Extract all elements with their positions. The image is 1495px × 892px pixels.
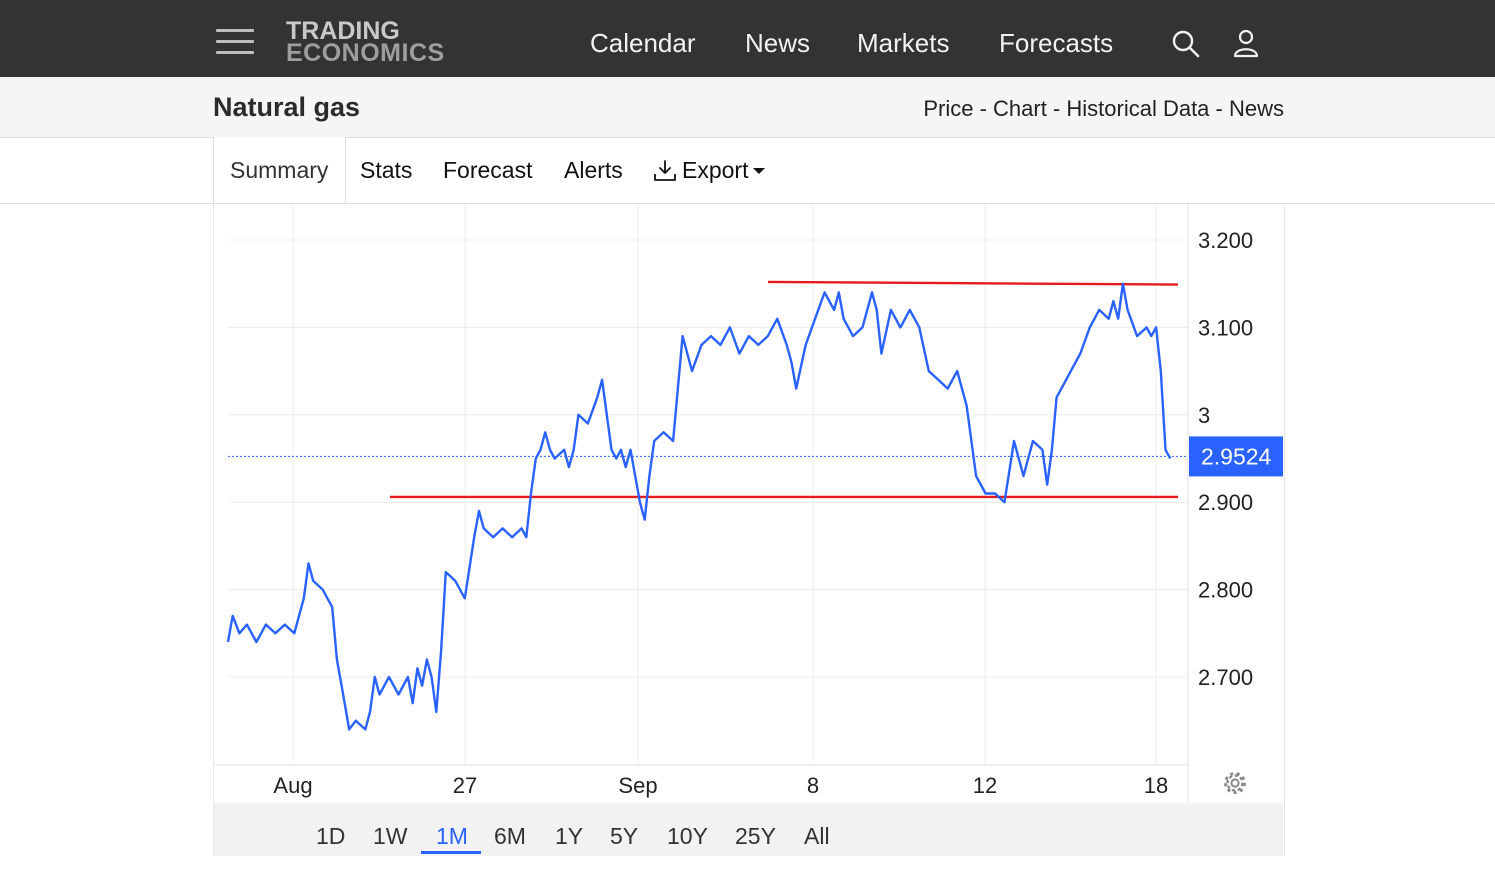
chart-grid [213,203,1189,803]
export-label: Export [682,157,749,183]
time-range-bar: 1D 1W 1M 6M 1Y 5Y 10Y 25Y All [214,803,1283,856]
link-historical-data[interactable]: Historical Data [1066,96,1210,121]
range-1y[interactable]: 1Y [555,823,584,849]
tab-forecast[interactable]: Forecast [443,157,533,183]
chart-container [213,203,1285,856]
range-6m[interactable]: 6M [494,823,526,849]
logo-line1: TRADING [286,17,400,45]
tab-stats[interactable]: Stats [360,157,413,183]
caret-down-icon [753,167,766,174]
tab-summary[interactable]: Summary [230,157,329,183]
active-range-indicator [421,851,481,854]
last-price-label-bg [1189,436,1283,477]
search-icon[interactable] [1170,28,1202,65]
trend-line-resistance [767,280,1179,286]
x-tick-label: 27 [453,773,477,798]
link-separator: - [1046,96,1067,121]
gear-icon[interactable] [1224,772,1246,794]
last-price-value: 2.9524 [1201,443,1272,469]
link-chart[interactable]: Chart [993,96,1047,121]
last-price-label: 2.9524 [1189,436,1283,477]
trend-lines [390,280,1179,499]
y-tick-label: 3.100 [1198,315,1253,340]
range-all[interactable]: All [804,823,830,849]
y-tick-label: 2.800 [1198,578,1253,603]
y-tick-label: 2.700 [1198,665,1253,690]
section-links: Price - Chart - Historical Data - News [923,96,1284,122]
logo-line2: ECONOMICS [286,39,445,67]
range-1w[interactable]: 1W [373,823,408,849]
link-news[interactable]: News [1228,96,1284,121]
site-logo[interactable]: TRADING ECONOMICS [286,17,445,67]
link-separator: - [973,96,994,121]
x-tick-label: Sep [618,773,657,798]
x-tick-label: 18 [1144,773,1168,798]
active-tab-frame [213,137,346,203]
x-axis-labels: Aug 27 Sep 8 12 18 [273,773,1168,798]
top-navigation-bar: TRADING ECONOMICS Calendar News Markets … [0,0,1495,77]
range-25y[interactable]: 25Y [735,823,776,849]
tab-bar: Summary Stats Forecast Alerts Export [0,137,1495,204]
x-tick-label: 8 [807,773,819,798]
range-5y[interactable]: 5Y [610,823,639,849]
price-line [226,282,1172,731]
range-1m[interactable]: 1M [436,823,468,849]
nav-markets[interactable]: Markets [857,28,950,58]
y-tick-label: 3 [1198,403,1210,428]
export-button[interactable]: Export [652,157,766,184]
nav-news[interactable]: News [745,28,811,58]
y-tick-label: 2.900 [1198,490,1253,515]
menu-icon[interactable] [216,27,256,57]
user-icon[interactable] [1230,27,1262,64]
range-10y[interactable]: 10Y [667,823,708,849]
page-title: Natural gas [213,92,361,122]
price-chart[interactable]: 2.9524 3.200 3.100 3 2.900 2.800 2.700 Aug 27 S… [213,203,1283,803]
y-tick-label: 3.200 [1198,228,1253,253]
tab-alerts[interactable]: Alerts [564,157,623,183]
x-tick-label: 12 [973,773,997,798]
nav-forecasts[interactable]: Forecasts [999,28,1114,58]
range-1d[interactable]: 1D [316,823,346,849]
link-price[interactable]: Price [923,96,974,121]
page-subheader: Natural gas Price - Chart - Historical D… [0,77,1495,138]
link-separator: - [1209,96,1229,121]
x-tick-label: Aug [273,773,312,798]
download-icon [654,159,676,181]
y-axis-labels: 3.200 3.100 3 2.900 2.800 2.700 [1198,228,1253,690]
nav-calendar[interactable]: Calendar [590,28,696,58]
